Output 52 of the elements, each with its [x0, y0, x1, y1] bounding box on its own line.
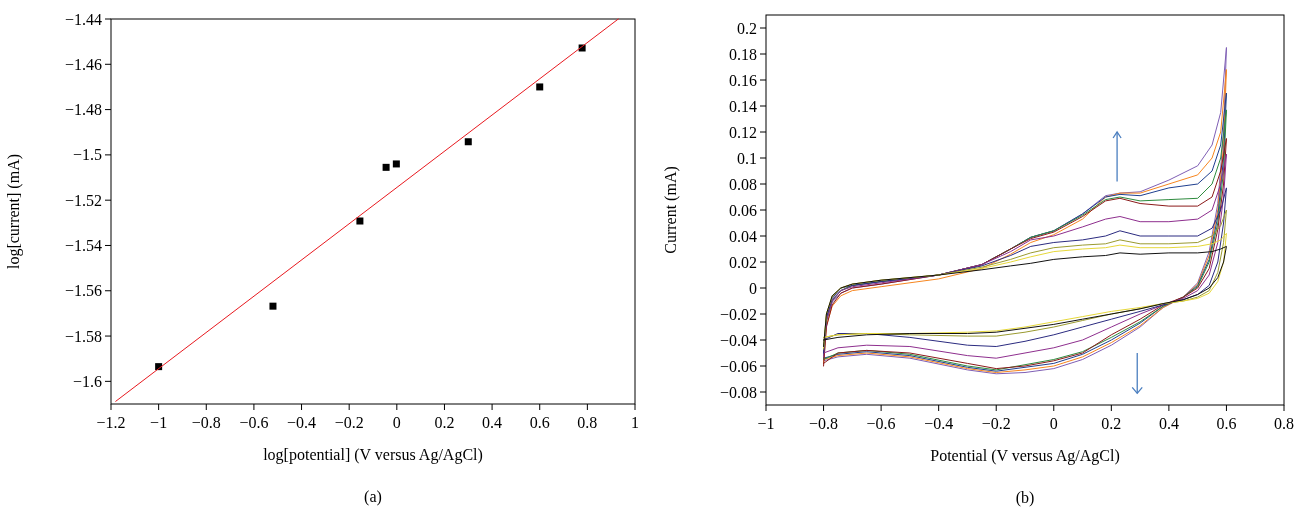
y-tick-label: 0.1: [737, 149, 757, 167]
x-tick-label: 0.6: [1216, 415, 1237, 432]
y-tick-label: −1.54: [64, 237, 102, 255]
y-tick-label: 0.04: [729, 227, 757, 245]
x-tick-label: −0.6: [866, 415, 896, 432]
x-tick-label: 0.6: [529, 414, 550, 431]
x-axis-title: log[potential] (V versus Ag/AgCl): [263, 446, 483, 464]
y-tick-label: −1.56: [64, 282, 102, 300]
x-tick-label: −0.4: [924, 415, 954, 432]
y-tick-label: 0.12: [729, 123, 757, 141]
x-tick-label: 0.8: [1274, 415, 1294, 432]
y-tick-label: −1.6: [72, 372, 102, 390]
x-tick-label: −0.8: [809, 415, 839, 432]
y-tick-label: −0.04: [719, 331, 757, 349]
y-tick-label: −0.02: [719, 305, 757, 323]
x-tick-label: 0.4: [1158, 415, 1179, 432]
y-tick-label: 0.2: [737, 19, 757, 37]
y-axis-title: Current (mA): [662, 166, 680, 254]
y-tick-label: 0.08: [729, 175, 757, 193]
y-tick-label: 0.18: [729, 45, 757, 63]
x-tick-label: −0.6: [239, 414, 269, 431]
y-tick-label: 0.02: [729, 253, 757, 271]
x-tick-label: 1: [631, 414, 639, 431]
x-tick-label: −1.2: [96, 414, 126, 431]
x-tick-label: 0.8: [577, 414, 598, 431]
text: (b): [1015, 489, 1035, 507]
x-tick-label: 0: [392, 414, 401, 431]
x-tick-label: 0.4: [482, 414, 503, 431]
y-tick-label: −0.08: [719, 383, 757, 401]
y-tick-label: −1.58: [64, 327, 102, 345]
x-tick-label: −1: [150, 414, 168, 431]
x-axis-title: Potential (V versus Ag/AgCl): [930, 447, 1120, 465]
y-tick-label: 0.16: [729, 71, 757, 89]
x-tick-label: −1: [757, 415, 775, 432]
x-tick-label: −0.2: [334, 414, 364, 431]
y-tick-label: −1.46: [64, 55, 102, 73]
y-tick-label: 0.14: [729, 97, 757, 115]
y-axis-title: log[current] (mA): [5, 153, 23, 270]
x-tick-label: −0.8: [191, 414, 221, 431]
x-tick-label: −0.4: [287, 414, 317, 431]
y-tick-label: −1.48: [64, 101, 102, 119]
y-tick-label: −1.44: [64, 10, 102, 28]
text: (a): [364, 488, 382, 506]
x-tick-label: 0.2: [434, 414, 455, 431]
y-tick-label: −1.5: [72, 146, 102, 164]
y-tick-label: 0.06: [729, 201, 757, 219]
x-tick-label: 0: [1049, 415, 1058, 432]
y-tick-label: −0.06: [719, 357, 757, 375]
x-tick-label: 0.2: [1101, 415, 1122, 432]
y-tick-label: 0: [749, 279, 757, 297]
x-tick-label: −0.2: [981, 415, 1011, 432]
y-tick-label: −1.52: [64, 191, 102, 209]
